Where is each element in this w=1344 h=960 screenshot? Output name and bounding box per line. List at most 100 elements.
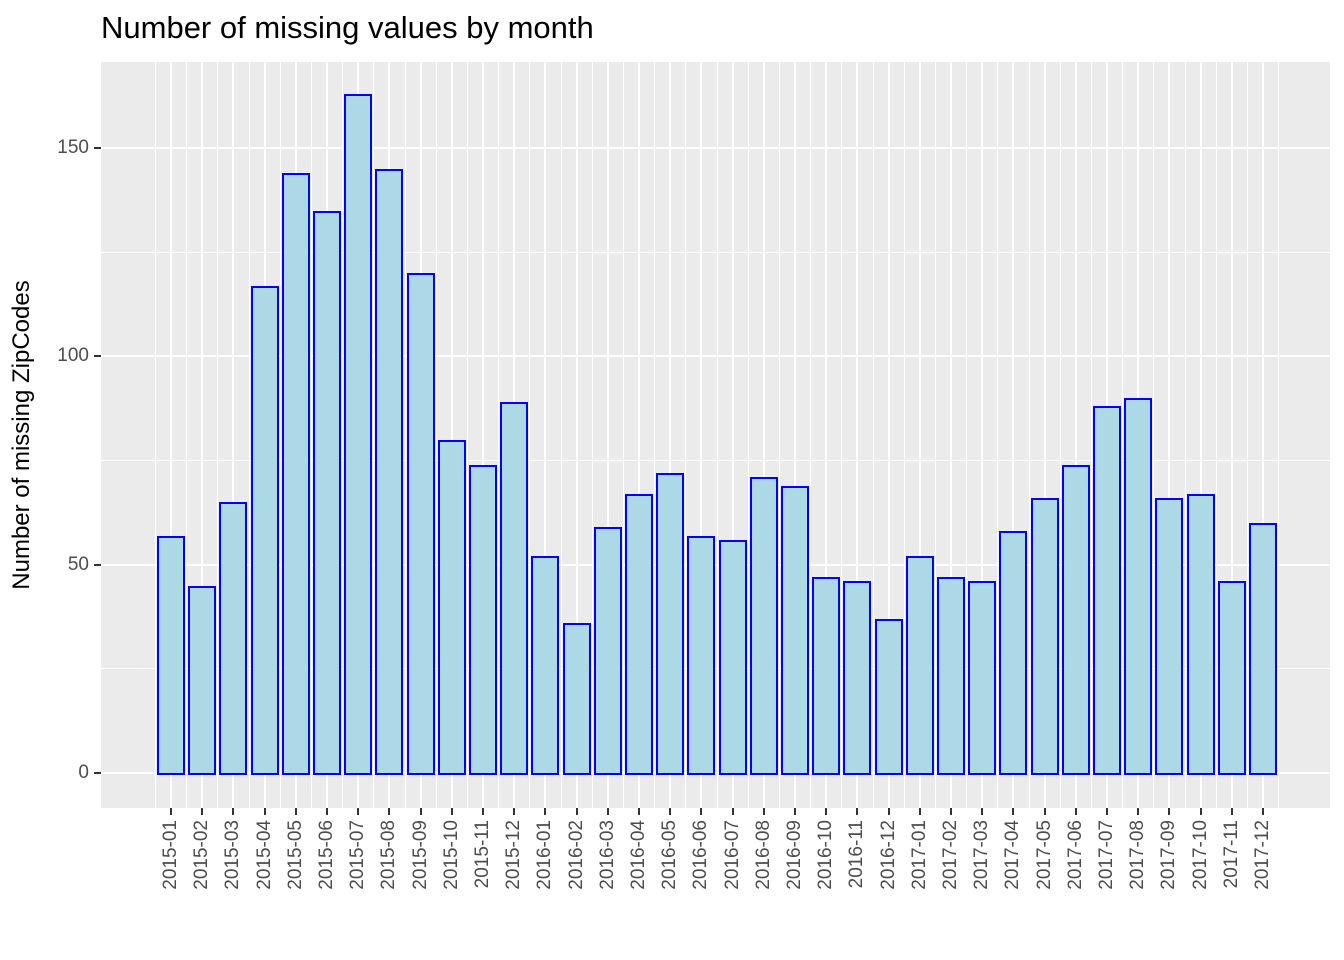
x-tick-mark: [388, 808, 391, 815]
x-tick-label: 2015-04: [253, 820, 275, 890]
major-gridline-v: [575, 62, 578, 808]
minor-gridline-v: [1215, 62, 1217, 808]
x-tick-mark: [544, 808, 547, 815]
x-tick-mark: [918, 808, 921, 815]
minor-gridline-v: [1153, 62, 1155, 808]
bar-2017-03: [968, 581, 997, 775]
x-tick-mark: [794, 808, 796, 815]
bar-2017-10: [1186, 493, 1215, 775]
major-gridline-h: [101, 772, 1330, 774]
x-tick-label: 2017-03: [971, 820, 993, 890]
x-tick-label: 2016-07: [721, 820, 743, 890]
x-tick-label: 2015-06: [316, 820, 337, 890]
x-tick-mark: [825, 808, 828, 815]
x-tick-label: 2015-10: [440, 820, 462, 890]
major-gridline-v: [606, 62, 609, 808]
minor-gridline-v: [1122, 62, 1124, 808]
major-gridline-v: [170, 62, 172, 808]
minor-gridline-v: [404, 62, 406, 808]
major-gridline-v: [482, 62, 484, 808]
bar-2016-08: [749, 477, 778, 775]
bar-2015-03: [219, 502, 248, 775]
minor-gridline-v: [1090, 62, 1092, 808]
bar-2016-07: [718, 539, 747, 775]
x-tick-mark: [731, 808, 734, 815]
major-gridline-v: [887, 62, 890, 808]
x-tick-mark: [263, 808, 266, 815]
x-tick-mark: [981, 808, 984, 815]
bar-2016-01: [531, 556, 560, 775]
bar-2016-05: [656, 473, 685, 775]
x-tick-label: 2017-10: [1189, 820, 1211, 890]
minor-gridline-v: [1028, 62, 1030, 808]
major-gridline-v: [794, 62, 796, 808]
minor-gridline-v: [1246, 62, 1248, 808]
x-tick-label: 2015-09: [409, 820, 431, 890]
minor-gridline-v: [591, 62, 593, 808]
major-gridline-v: [950, 62, 952, 808]
minor-gridline-v: [934, 62, 936, 808]
x-tick-label: 2016-06: [690, 820, 712, 890]
x-tick-label: 2016-12: [877, 820, 899, 890]
major-gridline-v: [918, 62, 921, 808]
major-gridline-v: [1230, 62, 1233, 808]
x-tick-mark: [700, 808, 703, 815]
bar-2016-02: [562, 623, 591, 775]
bar-2016-09: [781, 485, 809, 775]
x-tick-label: 2016-08: [752, 820, 774, 890]
x-tick-mark: [1106, 808, 1108, 815]
x-tick-label: 2015-02: [191, 820, 213, 890]
x-tick-mark: [606, 808, 609, 815]
bar-2017-11: [1217, 581, 1246, 775]
minor-gridline-v: [1059, 62, 1061, 808]
bar-2017-02: [937, 577, 965, 775]
x-tick-label: 2016-04: [628, 820, 649, 890]
x-tick-mark: [1168, 808, 1171, 815]
major-gridline-v: [1012, 62, 1015, 808]
x-tick-label: 2016-01: [534, 820, 556, 890]
minor-gridline-v: [342, 62, 344, 808]
bar-2015-10: [437, 439, 466, 775]
y-tick-label: 100: [57, 345, 89, 367]
minor-gridline-v: [778, 62, 780, 808]
x-tick-mark: [232, 808, 235, 815]
plot-panel: [101, 62, 1330, 808]
x-tick-label: 2017-09: [1158, 820, 1180, 890]
x-tick-label: 2017-07: [1096, 820, 1117, 890]
bar-2017-07: [1093, 406, 1121, 775]
x-tick-label: 2015-11: [472, 820, 493, 889]
minor-gridline-v: [279, 62, 281, 808]
minor-gridline-h: [101, 251, 1330, 253]
bar-2017-06: [1061, 464, 1090, 775]
major-gridline-v: [731, 62, 734, 808]
x-tick-mark: [357, 808, 360, 815]
bar-2015-12: [500, 402, 529, 775]
minor-gridline-v: [1278, 62, 1280, 808]
x-tick-mark: [856, 808, 859, 815]
x-tick-label: 2016-11: [846, 820, 868, 889]
bar-2017-01: [905, 556, 934, 775]
major-gridline-v: [1043, 62, 1046, 808]
bar-2016-06: [687, 535, 716, 775]
x-tick-mark: [1230, 808, 1233, 815]
major-gridline-v: [981, 62, 984, 808]
bar-2017-04: [999, 531, 1028, 775]
bar-2016-12: [874, 618, 903, 775]
minor-gridline-v: [373, 62, 375, 808]
x-tick-mark: [1074, 808, 1077, 815]
x-tick-label: 2017-01: [908, 820, 930, 890]
x-tick-mark: [1199, 808, 1202, 815]
bar-2016-11: [843, 581, 872, 775]
major-gridline-v: [1074, 62, 1077, 808]
minor-gridline-v: [685, 62, 687, 808]
x-tick-label: 2017-08: [1127, 820, 1149, 890]
bar-2017-05: [1030, 498, 1059, 775]
chart-title: Number of missing values by month: [101, 10, 594, 45]
minor-gridline-h: [101, 668, 1330, 670]
x-tick-label: 2017-02: [940, 820, 961, 890]
x-tick-mark: [887, 808, 890, 815]
x-tick-label: 2017-11: [1220, 820, 1242, 889]
x-tick-mark: [1262, 808, 1264, 815]
minor-gridline-v: [747, 62, 749, 808]
major-gridline-v: [825, 62, 828, 808]
